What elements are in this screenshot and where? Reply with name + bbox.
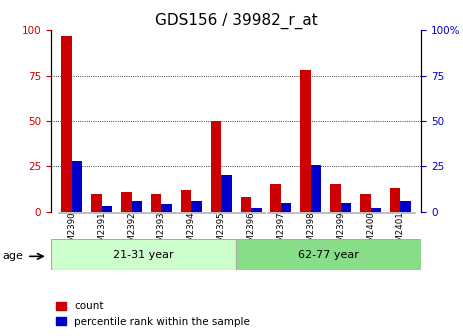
- FancyBboxPatch shape: [267, 212, 295, 213]
- Bar: [330, 184, 341, 212]
- Text: GSM2395: GSM2395: [217, 212, 225, 253]
- Text: GSM2392: GSM2392: [127, 212, 136, 253]
- Bar: [181, 190, 191, 212]
- Bar: [251, 208, 262, 212]
- Bar: [191, 201, 202, 212]
- Text: GSM2393: GSM2393: [157, 212, 166, 253]
- Bar: [62, 36, 72, 212]
- Bar: [360, 194, 370, 212]
- FancyBboxPatch shape: [326, 212, 355, 213]
- Bar: [162, 204, 172, 212]
- Text: GSM2401: GSM2401: [396, 212, 405, 253]
- Bar: [241, 197, 251, 212]
- Bar: [72, 161, 82, 212]
- Text: age: age: [2, 251, 23, 261]
- FancyBboxPatch shape: [236, 239, 421, 270]
- FancyBboxPatch shape: [296, 212, 325, 213]
- FancyBboxPatch shape: [386, 212, 415, 213]
- FancyBboxPatch shape: [207, 212, 236, 213]
- FancyBboxPatch shape: [237, 212, 265, 213]
- FancyBboxPatch shape: [88, 212, 116, 213]
- Text: 21-31 year: 21-31 year: [113, 250, 174, 259]
- Text: GSM2396: GSM2396: [247, 212, 256, 253]
- Text: GSM2391: GSM2391: [97, 212, 106, 253]
- Bar: [311, 165, 321, 212]
- Bar: [221, 175, 232, 212]
- Text: GSM2400: GSM2400: [366, 212, 375, 253]
- Bar: [151, 194, 162, 212]
- Title: GDS156 / 39982_r_at: GDS156 / 39982_r_at: [155, 13, 318, 29]
- Bar: [270, 184, 281, 212]
- Bar: [91, 194, 102, 212]
- Legend: count, percentile rank within the sample: count, percentile rank within the sample: [51, 297, 255, 331]
- Bar: [131, 201, 142, 212]
- Text: GSM2397: GSM2397: [276, 212, 285, 253]
- Text: GSM2399: GSM2399: [336, 212, 345, 253]
- FancyBboxPatch shape: [51, 239, 236, 270]
- Text: 62-77 year: 62-77 year: [298, 250, 359, 259]
- Text: GSM2390: GSM2390: [67, 212, 76, 253]
- Text: GSM2398: GSM2398: [307, 212, 315, 253]
- Bar: [211, 121, 221, 212]
- FancyBboxPatch shape: [117, 212, 146, 213]
- Text: GSM2394: GSM2394: [187, 212, 196, 253]
- FancyBboxPatch shape: [177, 212, 206, 213]
- Bar: [281, 203, 291, 212]
- Bar: [370, 208, 381, 212]
- Bar: [400, 201, 411, 212]
- Bar: [390, 188, 400, 212]
- Bar: [341, 203, 351, 212]
- FancyBboxPatch shape: [57, 212, 86, 213]
- Bar: [121, 192, 131, 212]
- Bar: [102, 206, 112, 212]
- FancyBboxPatch shape: [356, 212, 385, 213]
- FancyBboxPatch shape: [147, 212, 176, 213]
- Bar: [300, 70, 311, 212]
